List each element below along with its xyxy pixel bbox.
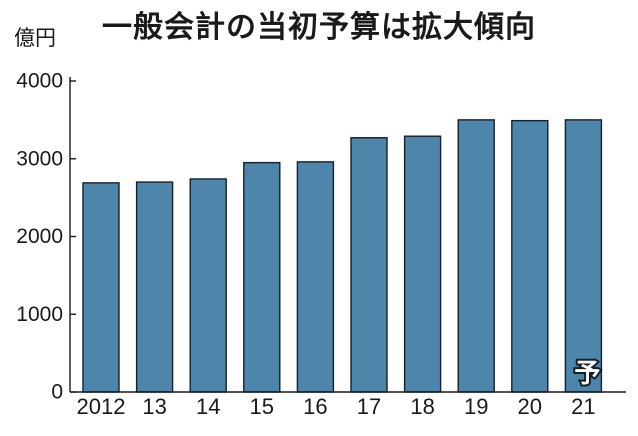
y-tick-label: 1000 — [16, 303, 63, 326]
x-tick-label: 14 — [196, 394, 220, 419]
y-axis-unit-label: 億円 — [14, 26, 56, 50]
bar-21 — [564, 119, 603, 393]
bar-19 — [457, 119, 495, 393]
bar-2012 — [82, 182, 120, 393]
x-tick-label: 15 — [250, 394, 274, 419]
x-tick-label: 18 — [410, 394, 434, 419]
bar-18 — [403, 135, 442, 393]
x-axis-labels: 2012 13 14 15 16 17 18 19 20 21 — [77, 394, 596, 419]
x-tick-label: 20 — [518, 394, 542, 419]
bar-17 — [350, 137, 388, 393]
x-tick-label: 17 — [357, 394, 381, 419]
x-tick-label: 16 — [303, 394, 327, 419]
bars — [82, 119, 603, 393]
y-tick-label: 2000 — [16, 225, 63, 248]
y-tick-label: 4000 — [16, 70, 63, 93]
bar-14 — [189, 178, 227, 393]
bar-16 — [296, 161, 335, 393]
bar-13 — [135, 181, 174, 393]
x-tick-label: 13 — [142, 394, 166, 419]
y-tick-label: 3000 — [16, 147, 63, 170]
x-tick-label: 19 — [464, 394, 488, 419]
y-tick-label: 0 — [51, 381, 63, 404]
annotations: 予 — [572, 357, 602, 391]
bar-20 — [511, 119, 549, 393]
y-axis-ticks: 0 1000 2000 3000 4000 — [16, 70, 76, 404]
forecast-badge: 予 — [574, 359, 600, 389]
x-tick-label: 21 — [571, 394, 595, 419]
x-tick-label: 2012 — [77, 394, 126, 419]
chart-title: 一般会計の当初予算は拡大傾向 — [102, 10, 536, 45]
bar-15 — [243, 161, 281, 393]
